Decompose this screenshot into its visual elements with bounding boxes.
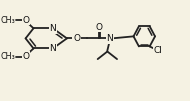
Text: O: O <box>23 52 30 61</box>
Text: CH₃: CH₃ <box>0 16 15 25</box>
Text: N: N <box>49 44 56 53</box>
Text: Cl: Cl <box>153 46 162 55</box>
Text: O: O <box>73 34 80 43</box>
Text: N: N <box>107 34 113 43</box>
Text: CH₃: CH₃ <box>0 52 15 61</box>
Text: O: O <box>23 16 30 25</box>
Text: N: N <box>49 24 56 33</box>
Text: O: O <box>95 23 102 32</box>
